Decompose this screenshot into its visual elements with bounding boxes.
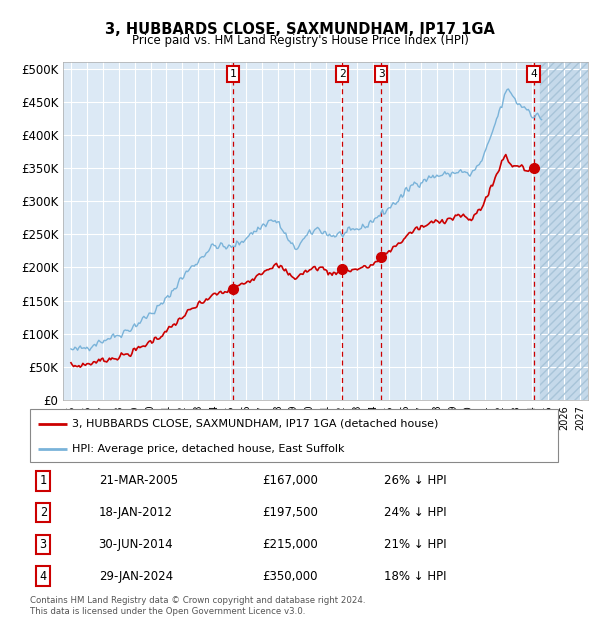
Text: 3: 3 (378, 69, 385, 79)
Text: 2: 2 (339, 69, 346, 79)
Text: 30-JUN-2014: 30-JUN-2014 (98, 538, 173, 551)
Text: 1: 1 (230, 69, 236, 79)
Text: 21% ↓ HPI: 21% ↓ HPI (384, 538, 446, 551)
Bar (540, 62, 588, 400)
Text: 26% ↓ HPI: 26% ↓ HPI (384, 474, 446, 487)
Text: 18% ↓ HPI: 18% ↓ HPI (384, 570, 446, 583)
Text: 4: 4 (40, 570, 47, 583)
Text: 3, HUBBARDS CLOSE, SAXMUNDHAM, IP17 1GA (detached house): 3, HUBBARDS CLOSE, SAXMUNDHAM, IP17 1GA … (72, 419, 439, 429)
Text: 24% ↓ HPI: 24% ↓ HPI (384, 506, 446, 519)
Text: £167,000: £167,000 (262, 474, 318, 487)
Text: HPI: Average price, detached house, East Suffolk: HPI: Average price, detached house, East… (72, 444, 345, 454)
Text: 21-MAR-2005: 21-MAR-2005 (98, 474, 178, 487)
Text: £350,000: £350,000 (262, 570, 318, 583)
Bar (540, 62, 588, 400)
Text: 3, HUBBARDS CLOSE, SAXMUNDHAM, IP17 1GA: 3, HUBBARDS CLOSE, SAXMUNDHAM, IP17 1GA (105, 22, 495, 37)
FancyBboxPatch shape (30, 409, 558, 462)
Text: 2: 2 (40, 506, 47, 519)
Text: 18-JAN-2012: 18-JAN-2012 (98, 506, 173, 519)
Text: 4: 4 (530, 69, 537, 79)
Text: 3: 3 (40, 538, 47, 551)
Text: Price paid vs. HM Land Registry's House Price Index (HPI): Price paid vs. HM Land Registry's House … (131, 34, 469, 47)
Text: Contains HM Land Registry data © Crown copyright and database right 2024.
This d: Contains HM Land Registry data © Crown c… (30, 596, 365, 616)
Text: 1: 1 (40, 474, 47, 487)
Text: 29-JAN-2024: 29-JAN-2024 (98, 570, 173, 583)
Text: £215,000: £215,000 (262, 538, 318, 551)
Text: £197,500: £197,500 (262, 506, 318, 519)
